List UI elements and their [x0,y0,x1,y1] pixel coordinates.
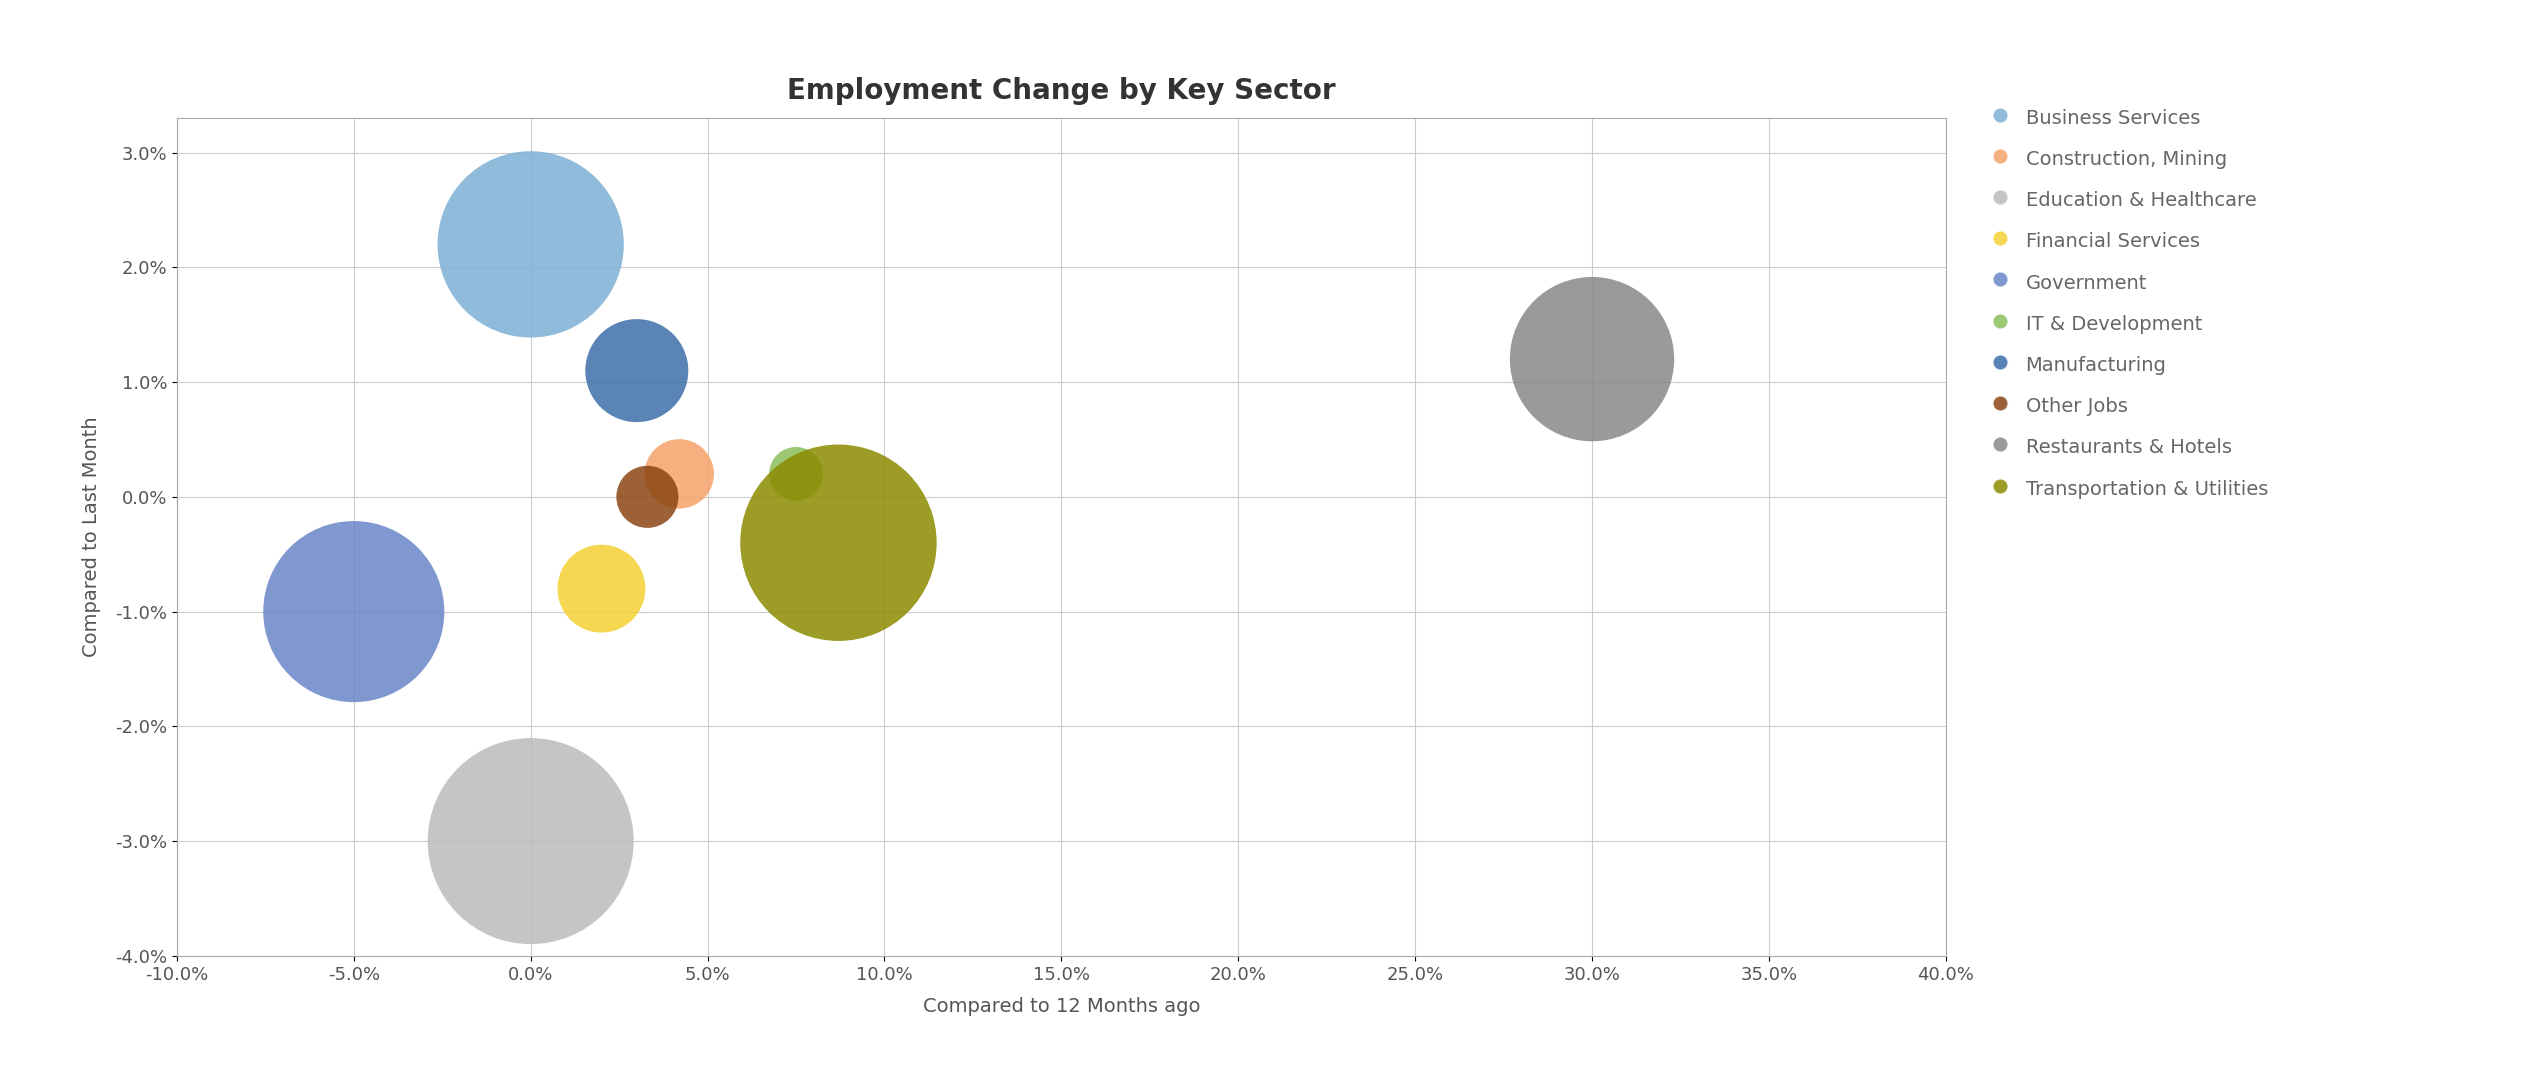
Point [334,603,374,620]
Point [660,465,700,482]
Point [581,580,622,597]
Y-axis label: Compared to Last Month: Compared to Last Month [83,417,101,657]
Point [617,362,657,379]
Point [819,534,859,551]
Legend: Business Services, Construction, Mining, Education & Healthcare, Financial Servi: Business Services, Construction, Mining,… [1981,96,2277,510]
Title: Employment Change by Key Sector: Employment Change by Key Sector [786,76,1337,104]
X-axis label: Compared to 12 Months ago: Compared to 12 Months ago [922,998,1200,1016]
Point [776,465,816,482]
Point [1572,350,1612,367]
Point [627,489,667,506]
Point [510,236,551,253]
Point [510,832,551,850]
